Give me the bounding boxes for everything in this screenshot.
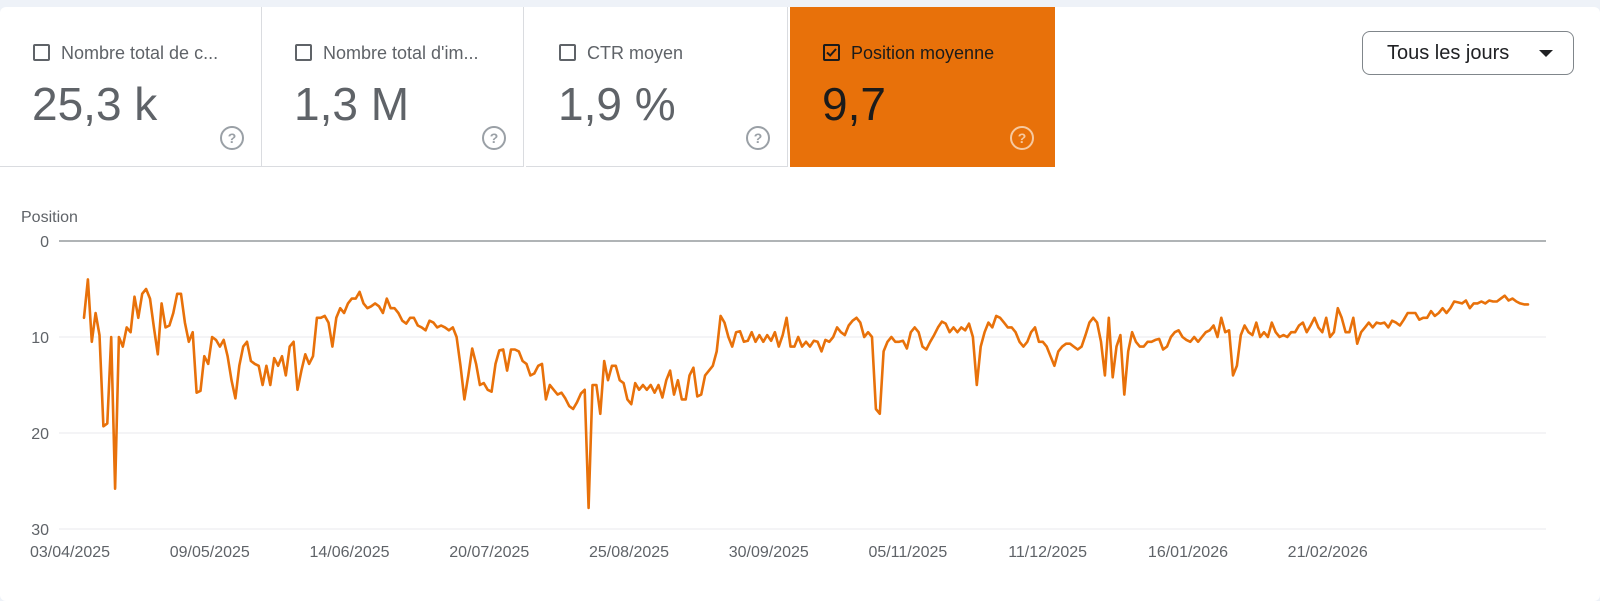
checkbox-total-impressions[interactable] xyxy=(295,44,312,61)
checkbox-total-clicks[interactable] xyxy=(33,44,50,61)
x-tick-label: 25/08/2025 xyxy=(589,544,669,561)
help-icon[interactable]: ? xyxy=(1010,126,1034,150)
metric-label: Nombre total d'im... xyxy=(323,43,479,63)
performance-panel: Nombre total de c... 25,3 k ? Nombre tot… xyxy=(0,7,1600,601)
help-icon[interactable]: ? xyxy=(220,126,244,150)
x-tick-label: 05/11/2025 xyxy=(868,544,947,561)
date-granularity-dropdown[interactable]: Tous les jours xyxy=(1362,31,1574,75)
chevron-down-icon xyxy=(1539,50,1553,57)
x-tick-label: 20/07/2025 xyxy=(449,544,529,561)
y-tick-label: 30 xyxy=(31,522,49,539)
metric-label: CTR moyen xyxy=(587,43,684,63)
x-tick-label: 16/01/2026 xyxy=(1148,544,1228,561)
dropdown-label: Tous les jours xyxy=(1387,42,1510,64)
metric-label: Nombre total de c... xyxy=(61,43,219,63)
x-tick-label: 14/06/2025 xyxy=(309,544,389,561)
y-tick-label: 20 xyxy=(31,426,49,443)
metric-card-average-position[interactable]: Position moyenne 9,7 ? xyxy=(790,7,1055,167)
checkmark-icon xyxy=(826,48,837,57)
y-tick-label: 0 xyxy=(40,234,49,251)
help-icon[interactable]: ? xyxy=(482,126,506,150)
x-tick-label: 03/04/2025 xyxy=(30,544,110,561)
y-axis-title: Position xyxy=(21,209,78,226)
y-tick-label: 10 xyxy=(31,330,49,347)
position-line-chart: Position 0 10 20 30 03/04/2025 09/05/2025 14/06… xyxy=(21,209,1546,561)
metric-card-total-impressions[interactable]: Nombre total d'im... 1,3 M ? xyxy=(262,7,524,167)
x-tick-label: 11/12/2025 xyxy=(1008,544,1087,561)
metric-value: 25,3 k xyxy=(32,78,158,130)
metric-value: 1,3 M xyxy=(294,78,410,130)
x-tick-label: 30/09/2025 xyxy=(729,544,809,561)
checkbox-average-position[interactable] xyxy=(823,44,840,61)
series-line-position xyxy=(82,278,1530,510)
metric-card-total-clicks[interactable]: Nombre total de c... 25,3 k ? xyxy=(0,7,262,167)
metric-value: 1,9 % xyxy=(558,78,676,130)
metric-card-average-ctr[interactable]: CTR moyen 1,9 % ? xyxy=(526,7,788,167)
help-icon[interactable]: ? xyxy=(746,126,770,150)
x-tick-label: 09/05/2025 xyxy=(170,544,250,561)
metric-value: 9,7 xyxy=(822,78,886,130)
x-tick-label: 21/02/2026 xyxy=(1288,544,1368,561)
checkbox-average-ctr[interactable] xyxy=(559,44,576,61)
metric-label: Position moyenne xyxy=(851,43,995,63)
